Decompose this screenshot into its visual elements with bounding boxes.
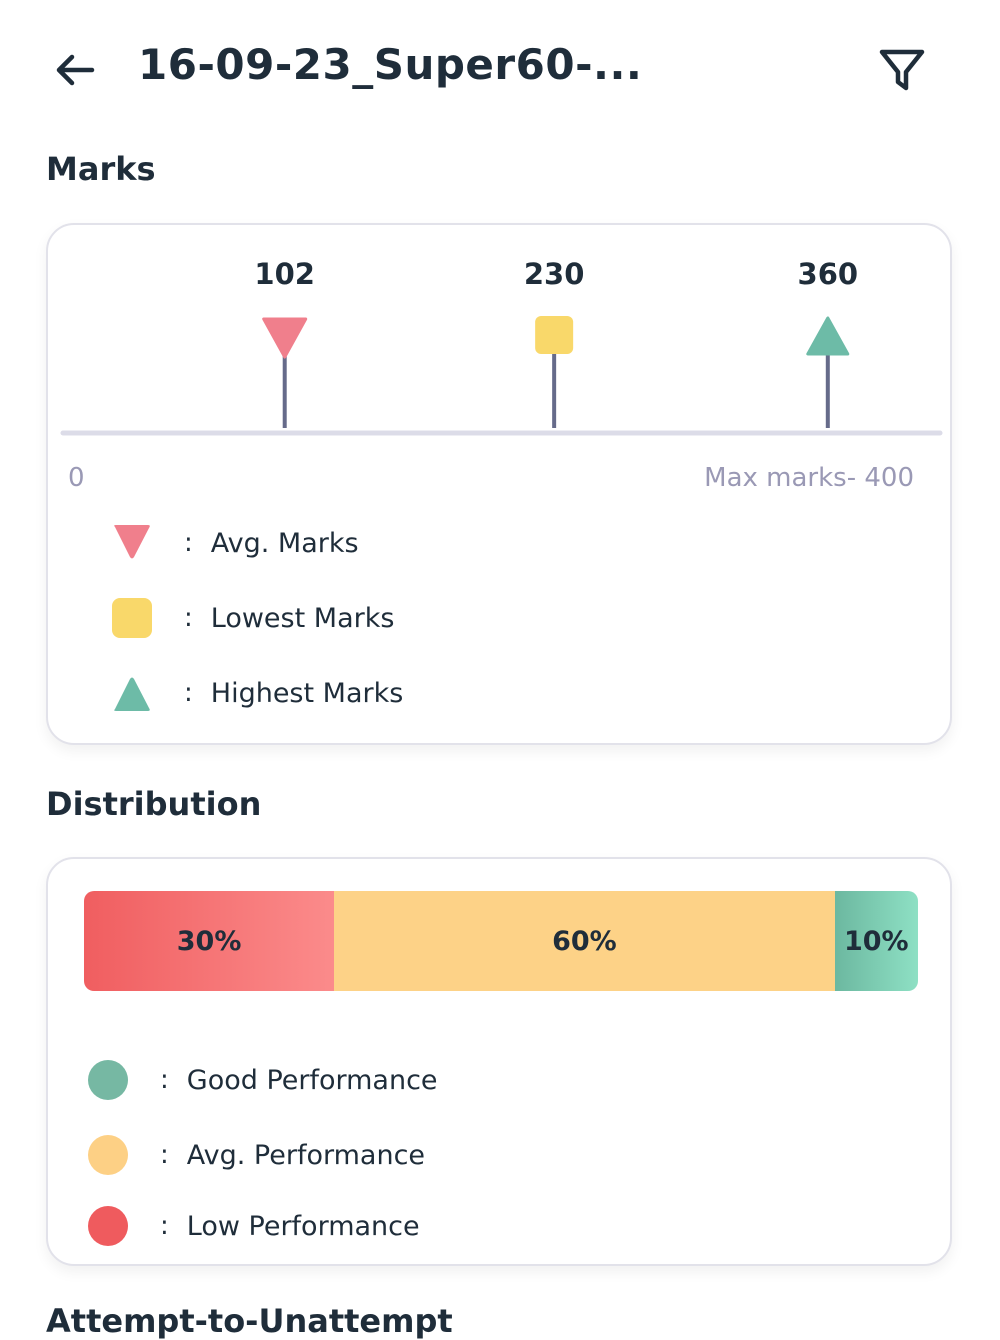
- top-bar: 16-09-23_Super60-...: [0, 0, 1000, 140]
- legend-colon: :: [160, 1211, 169, 1241]
- legend-lowest-marks-label: Lowest Marks: [210, 602, 395, 634]
- marker-lowest: 230: [524, 257, 585, 428]
- scale-max-label: Max marks- 400: [704, 463, 914, 493]
- marker-value-label: 102: [254, 257, 315, 291]
- marks-section-title: Marks: [46, 150, 156, 188]
- avg-performance-dot-icon: [86, 1133, 130, 1177]
- legend-colon: :: [160, 1065, 169, 1095]
- marker-avg: 102: [254, 257, 315, 428]
- back-arrow-icon[interactable]: [50, 45, 100, 95]
- good-performance-segment: 10%: [834, 891, 918, 991]
- avg-marker-triangle-icon: [262, 317, 308, 359]
- legend-good-performance-label: Good Performance: [186, 1064, 438, 1096]
- marker-value-label: 360: [798, 257, 859, 291]
- page-title: 16-09-23_Super60-...: [138, 40, 643, 89]
- legend-avg-performance-label: Avg. Performance: [186, 1139, 426, 1171]
- low-performance-dot-icon: [86, 1204, 130, 1248]
- legend-colon: :: [160, 1140, 169, 1170]
- lowest-marks-square-icon: [110, 596, 154, 640]
- distribution-bar: 30% 60% 10%: [84, 891, 918, 991]
- legend-low-performance-label: Low Performance: [186, 1210, 420, 1242]
- legend-colon: :: [184, 528, 193, 558]
- legend-avg-marks: : Avg. Marks: [110, 521, 359, 565]
- avg-performance-segment: 60%: [334, 891, 835, 991]
- low-performance-segment: 30%: [84, 891, 335, 991]
- good-performance-dot-icon: [86, 1058, 130, 1102]
- legend-avg-performance: : Avg. Performance: [86, 1133, 425, 1177]
- legend-low-performance: : Low Performance: [86, 1204, 420, 1248]
- marks-scale-chart: 0 Max marks- 400 102 230 360: [60, 257, 943, 493]
- distribution-card: 30% 60% 10% : Good Performance : Avg. Pe…: [46, 857, 952, 1266]
- lowest-marker-square-icon: [535, 316, 574, 354]
- legend-colon: :: [184, 603, 193, 633]
- highest-marks-triangle-icon: [110, 671, 154, 715]
- legend-avg-marks-label: Avg. Marks: [210, 527, 359, 559]
- marker-value-label: 230: [524, 257, 585, 291]
- marks-card: 0 Max marks- 400 102 230 360 : Avg. Marks …: [46, 223, 952, 745]
- legend-lowest-marks: : Lowest Marks: [110, 596, 394, 640]
- scale-min-label: 0: [68, 463, 85, 493]
- filter-icon[interactable]: [876, 44, 928, 96]
- legend-good-performance: : Good Performance: [86, 1058, 438, 1102]
- legend-highest-marks-label: Highest Marks: [210, 677, 404, 709]
- legend-colon: :: [184, 678, 193, 708]
- legend-highest-marks: : Highest Marks: [110, 671, 403, 715]
- highest-marker-triangle-icon: [806, 316, 850, 356]
- distribution-section-title: Distribution: [46, 785, 262, 823]
- attempt-section-title: Attempt-to-Unattempt: [46, 1302, 453, 1340]
- avg-marks-triangle-icon: [110, 521, 154, 565]
- marker-highest: 360: [798, 257, 859, 428]
